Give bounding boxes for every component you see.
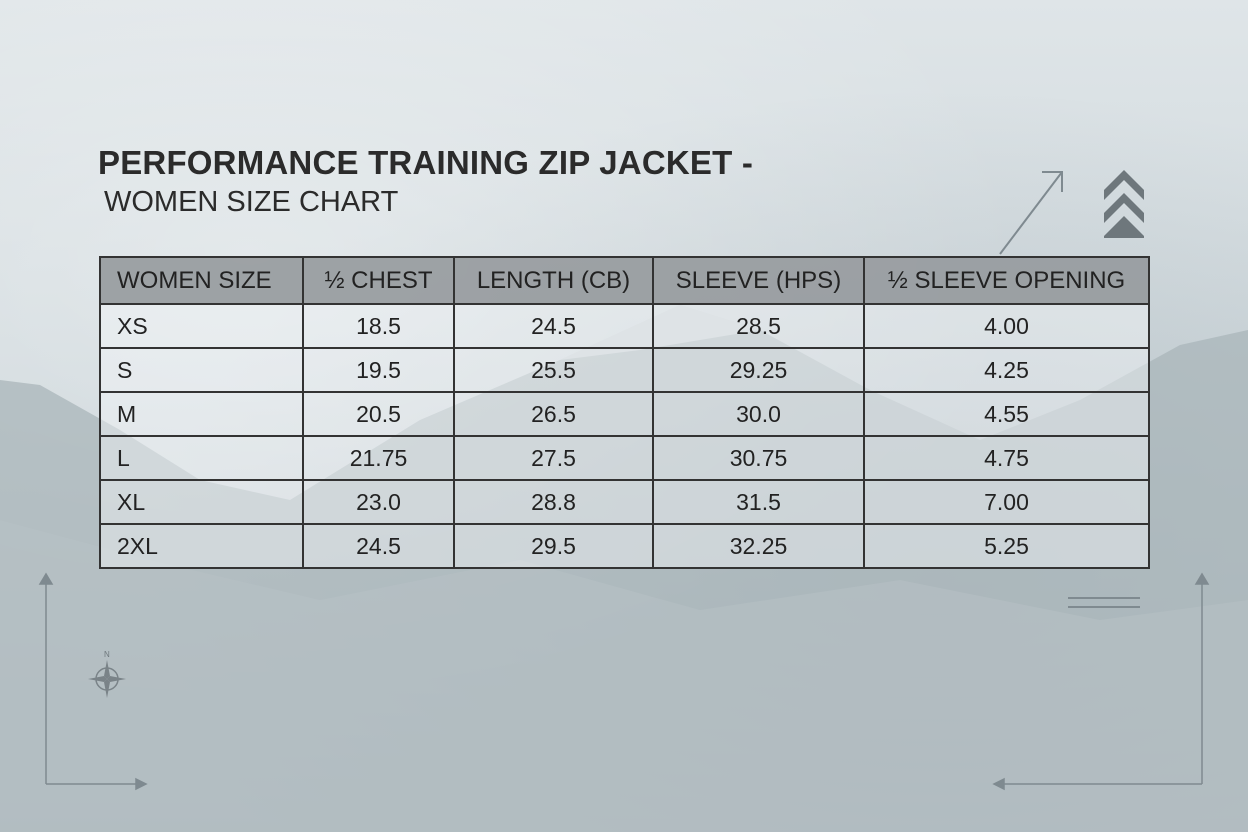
size-chart-table: WOMEN SIZE ½ CHEST LENGTH (CB) SLEEVE (H… — [99, 256, 1150, 569]
cell-sleeve-opening: 4.55 — [863, 391, 1150, 437]
cell-length: 25.5 — [453, 347, 654, 393]
table-row: XL 23.0 28.8 31.5 7.00 — [99, 479, 1150, 525]
table-row: XS 18.5 24.5 28.5 4.00 — [99, 303, 1150, 349]
cell-chest: 20.5 — [302, 391, 455, 437]
cell-length: 28.8 — [453, 479, 654, 525]
table-row: L 21.75 27.5 30.75 4.75 — [99, 435, 1150, 481]
column-header-sleeve-opening: ½ SLEEVE OPENING — [863, 256, 1150, 305]
cell-length: 29.5 — [453, 523, 654, 569]
cell-sleeve: 29.25 — [652, 347, 865, 393]
column-header-length: LENGTH (CB) — [453, 256, 654, 305]
cell-size: XL — [99, 479, 304, 525]
table-row: 2XL 24.5 29.5 32.25 5.25 — [99, 523, 1150, 569]
cell-sleeve-opening: 4.75 — [863, 435, 1150, 481]
cell-length: 24.5 — [453, 303, 654, 349]
table-row: S 19.5 25.5 29.25 4.25 — [99, 347, 1150, 393]
page-subtitle: WOMEN SIZE CHART — [104, 186, 399, 218]
cell-chest: 19.5 — [302, 347, 455, 393]
column-header-size: WOMEN SIZE — [99, 256, 304, 305]
column-header-sleeve: SLEEVE (HPS) — [652, 256, 865, 305]
cell-size: S — [99, 347, 304, 393]
cell-size: M — [99, 391, 304, 437]
cell-chest: 18.5 — [302, 303, 455, 349]
cell-size: L — [99, 435, 304, 481]
cell-sleeve-opening: 4.00 — [863, 303, 1150, 349]
cell-size: 2XL — [99, 523, 304, 569]
cell-sleeve: 31.5 — [652, 479, 865, 525]
cell-chest: 23.0 — [302, 479, 455, 525]
cell-sleeve-opening: 4.25 — [863, 347, 1150, 393]
cell-chest: 24.5 — [302, 523, 455, 569]
cell-sleeve: 32.25 — [652, 523, 865, 569]
table-header-row: WOMEN SIZE ½ CHEST LENGTH (CB) SLEEVE (H… — [99, 256, 1150, 305]
page-title: PERFORMANCE TRAINING ZIP JACKET - — [98, 144, 754, 181]
cell-chest: 21.75 — [302, 435, 455, 481]
title-block: PERFORMANCE TRAINING ZIP JACKET - WOMEN … — [98, 144, 753, 219]
cell-sleeve-opening: 5.25 — [863, 523, 1150, 569]
table-row: M 20.5 26.5 30.0 4.55 — [99, 391, 1150, 437]
column-header-chest: ½ CHEST — [302, 256, 455, 305]
cell-sleeve: 30.75 — [652, 435, 865, 481]
cell-length: 27.5 — [453, 435, 654, 481]
cell-sleeve: 30.0 — [652, 391, 865, 437]
cell-length: 26.5 — [453, 391, 654, 437]
cell-sleeve: 28.5 — [652, 303, 865, 349]
cell-size: XS — [99, 303, 304, 349]
cell-sleeve-opening: 7.00 — [863, 479, 1150, 525]
